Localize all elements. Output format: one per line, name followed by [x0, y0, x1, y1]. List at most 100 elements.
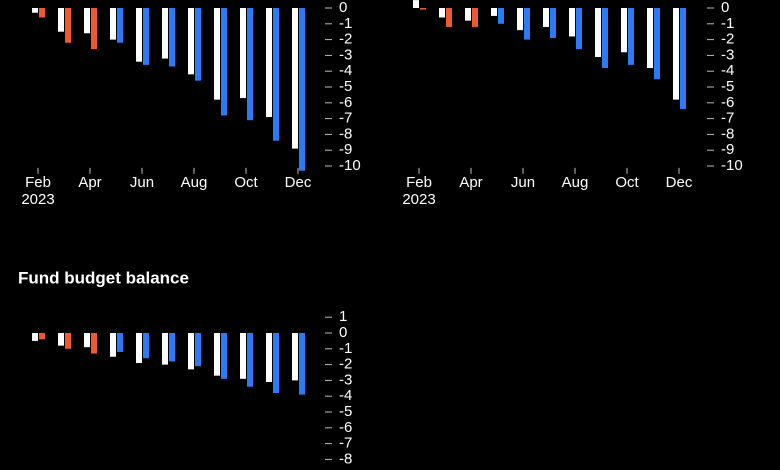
bar	[413, 0, 419, 8]
x-tick-label: Apr	[459, 174, 482, 191]
bar	[91, 333, 97, 354]
y-tick-label: -2	[339, 356, 352, 373]
y-tick-label: 0	[339, 324, 347, 341]
bar	[188, 8, 194, 75]
bar	[195, 8, 201, 81]
y-tick-label: -8	[339, 125, 352, 142]
bar	[647, 8, 653, 69]
y-tick-label: -4	[721, 62, 734, 79]
bar	[195, 333, 201, 367]
y-tick-label: -7	[339, 435, 352, 452]
y-tick-label: -5	[339, 78, 352, 95]
bar	[221, 8, 227, 116]
bar	[273, 333, 279, 394]
bar	[143, 333, 149, 359]
y-tick-label: -6	[721, 94, 734, 111]
bar	[110, 333, 116, 357]
x-tick-label: Jun	[511, 174, 535, 191]
y-tick-label: -8	[721, 125, 734, 142]
y-tick-label: 0	[721, 0, 729, 16]
bar	[169, 8, 175, 67]
y-tick-label: -1	[339, 15, 352, 32]
y-tick-label: -4	[339, 387, 352, 404]
bar	[595, 8, 601, 57]
y-tick-label: -7	[721, 110, 734, 127]
x-tick-label: Oct	[615, 174, 639, 191]
bar	[446, 8, 452, 27]
x-tick-label: Dec	[666, 174, 693, 191]
bar	[628, 8, 634, 65]
bar	[569, 8, 575, 37]
y-tick-label: -7	[339, 110, 352, 127]
bar	[214, 8, 220, 100]
bar	[136, 333, 142, 364]
y-tick-label: -8	[339, 450, 352, 467]
bar	[188, 333, 194, 370]
bar	[292, 8, 298, 149]
y-tick-label: -6	[339, 419, 352, 436]
bar	[117, 8, 123, 43]
bar	[247, 333, 253, 387]
y-tick-label: 1	[339, 308, 347, 325]
bar	[621, 8, 627, 53]
bar	[39, 333, 45, 340]
bar	[292, 333, 298, 381]
bar	[58, 333, 64, 346]
bar	[299, 333, 305, 395]
y-tick-label: -1	[339, 340, 352, 357]
y-tick-label: 0	[339, 0, 347, 16]
y-tick-label: -10	[339, 157, 361, 174]
bar	[240, 333, 246, 379]
x-sublabel: 2023	[402, 191, 435, 208]
bar	[439, 8, 445, 18]
bar	[465, 8, 471, 21]
bar	[654, 8, 660, 80]
bar	[524, 8, 530, 40]
bar	[169, 333, 175, 362]
y-tick-label: -2	[721, 31, 734, 48]
bar	[680, 8, 686, 110]
x-tick-label: Oct	[234, 174, 258, 191]
bar	[84, 333, 90, 348]
bar	[299, 8, 305, 171]
y-tick-label: -10	[721, 157, 743, 174]
bar	[517, 8, 523, 31]
x-tick-label: Feb	[25, 174, 51, 191]
y-tick-label: -3	[339, 46, 352, 63]
bar	[420, 8, 426, 10]
bar	[110, 8, 116, 40]
bar	[65, 333, 71, 349]
bar	[117, 333, 123, 352]
bar	[84, 8, 90, 34]
x-tick-label: Aug	[181, 174, 208, 191]
x-tick-label: Feb	[406, 174, 432, 191]
x-tick-label: Dec	[285, 174, 312, 191]
bar	[214, 333, 220, 376]
bar	[32, 333, 38, 341]
y-tick-label: -1	[721, 15, 734, 32]
bar	[498, 8, 504, 24]
bar	[543, 8, 549, 27]
y-tick-label: -9	[721, 141, 734, 158]
bar	[136, 8, 142, 62]
bar	[472, 8, 478, 27]
x-sublabel: 2023	[21, 191, 54, 208]
x-tick-label: Apr	[78, 174, 101, 191]
y-tick-label: -9	[339, 141, 352, 158]
y-tick-label: -3	[339, 371, 352, 388]
bar	[602, 8, 608, 69]
bar	[673, 8, 679, 100]
bar	[247, 8, 253, 121]
x-tick-label: Aug	[562, 174, 589, 191]
bar	[91, 8, 97, 50]
bar	[162, 8, 168, 59]
bar	[266, 333, 272, 382]
y-tick-label: -2	[339, 31, 352, 48]
y-tick-label: -3	[721, 46, 734, 63]
bar	[39, 8, 45, 18]
y-tick-label: -6	[339, 94, 352, 111]
bar	[32, 8, 38, 13]
y-tick-label: -4	[339, 62, 352, 79]
bar	[58, 8, 64, 32]
bar	[221, 333, 227, 379]
